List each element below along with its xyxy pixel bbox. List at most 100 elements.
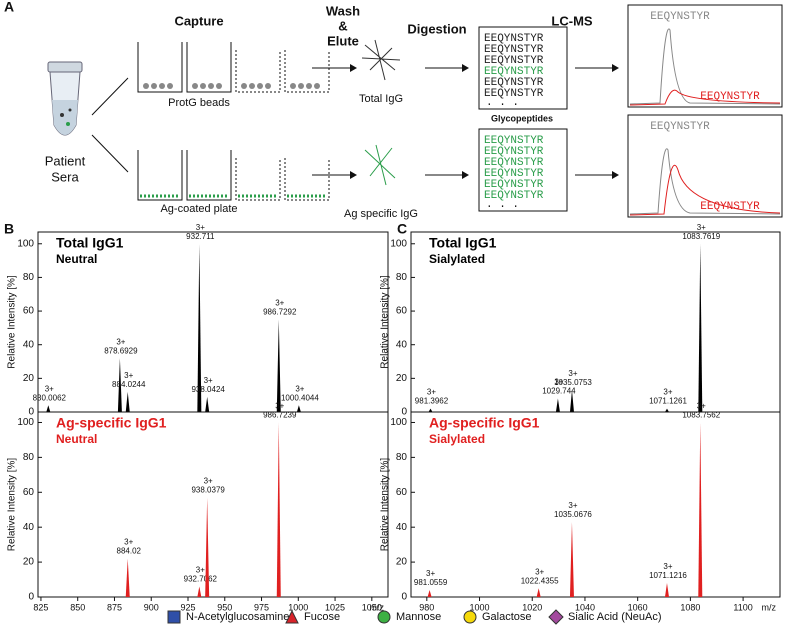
y-axis-label: Relative Intensity [%] — [7, 275, 18, 369]
peptide: EEQYNSTYR — [484, 190, 544, 202]
chromatogram-trace — [629, 164, 781, 216]
peak — [197, 586, 202, 597]
legend-symbol — [285, 609, 299, 624]
legend-symbol — [548, 609, 564, 625]
source-label: Sera — [51, 169, 79, 184]
chromatogram-trace — [629, 89, 781, 106]
peptide: EEQYNSTYR — [484, 135, 544, 147]
y-tick-label: 40 — [396, 339, 408, 350]
peak-charge: 3+ — [568, 501, 577, 510]
chart-subtitle: Neutral — [56, 432, 97, 446]
y-tick-label: 40 — [396, 522, 408, 533]
y-tick-label: 0 — [401, 592, 407, 603]
y-tick-label: 0 — [28, 407, 34, 418]
x-tick-label: 950 — [217, 602, 232, 612]
peak-label: 981.0559 — [414, 578, 448, 587]
chart-title: Ag-specific IgG1 — [56, 415, 167, 431]
step-label: Elute — [327, 33, 359, 48]
y-tick-label: 80 — [23, 452, 35, 463]
tube — [47, 61, 83, 136]
igg-icon — [364, 144, 396, 186]
peptide: EEQYNSTYR — [484, 77, 544, 89]
legend-label: Mannose — [396, 611, 441, 623]
peptide: EEQYNSTYR — [484, 33, 544, 45]
peak-charge: 3+ — [124, 371, 133, 380]
peak — [569, 521, 574, 597]
legend-symbol — [463, 610, 477, 624]
peptide-box — [478, 26, 568, 110]
peak-label: 938.0424 — [191, 385, 225, 394]
trace-label: EEQYNSTYR — [650, 11, 710, 23]
peak-charge: 3+ — [697, 223, 706, 232]
x-tick-label: 1020 — [522, 602, 542, 612]
peak-charge: 3+ — [275, 402, 284, 411]
chromatogram-frame — [627, 114, 783, 218]
igg-label: Total IgG — [359, 93, 403, 105]
peak-label: 1035.0676 — [554, 510, 592, 519]
peak-charge: 3+ — [45, 384, 54, 393]
chart-subtitle: Sialylated — [429, 432, 485, 446]
peak — [555, 398, 560, 412]
peak — [698, 422, 703, 597]
peak — [117, 358, 122, 412]
source-label: Patient — [45, 153, 86, 168]
peak — [205, 396, 210, 412]
peak-label: 878.6929 — [104, 346, 138, 355]
x-axis-label: m/z — [762, 602, 777, 612]
legend-label: Sialic Acid (NeuAc) — [568, 611, 662, 623]
peak-charge: 3+ — [697, 402, 706, 411]
y-tick-label: 100 — [17, 417, 34, 428]
peak-label: 1029.744 — [542, 387, 576, 396]
peak-label: 1035.0753 — [554, 378, 592, 387]
y-tick-label: 60 — [23, 306, 35, 317]
peak — [276, 422, 281, 597]
peak-label: 884.0244 — [112, 380, 146, 389]
legend-label: Galactose — [482, 611, 532, 623]
panel-letter: B — [4, 221, 14, 237]
ellipsis: . . . — [486, 199, 519, 211]
x-tick-label: 825 — [33, 602, 48, 612]
trace-label: EEQYNSTYR — [700, 201, 760, 213]
peak-charge: 3+ — [554, 378, 563, 387]
y-tick-label: 20 — [396, 557, 408, 568]
peak-charge: 3+ — [535, 567, 544, 576]
peak — [125, 391, 130, 412]
panel-letter: C — [397, 221, 407, 237]
peak-label: 986.7292 — [263, 308, 297, 317]
peptide: EEQYNSTYR — [484, 55, 544, 67]
chart-title: Total IgG1 — [429, 235, 497, 251]
x-tick-label: 1040 — [575, 602, 595, 612]
igg-label: Ag specific IgG — [344, 208, 418, 220]
peak — [698, 243, 703, 412]
x-tick-label: 925 — [180, 602, 195, 612]
peptide: EEQYNSTYR — [484, 146, 544, 158]
peak — [46, 405, 51, 412]
peak-charge: 3+ — [427, 388, 436, 397]
trace-label: EEQYNSTYR — [700, 91, 760, 103]
trace-label: EEQYNSTYR — [650, 121, 710, 133]
y-tick-label: 20 — [23, 557, 35, 568]
legend-label: Fucose — [304, 611, 340, 623]
peptide: EEQYNSTYR — [484, 44, 544, 56]
peak-charge: 3+ — [295, 384, 304, 393]
y-tick-label: 100 — [390, 417, 407, 428]
x-tick-label: 900 — [144, 602, 159, 612]
peak-charge: 3+ — [196, 223, 205, 232]
step-label: & — [338, 18, 347, 33]
peak-charge: 3+ — [275, 299, 284, 308]
step-label: Digestion — [407, 21, 466, 36]
peak-charge: 3+ — [568, 369, 577, 378]
peak-label: 1000.4044 — [281, 393, 319, 402]
x-tick-label: 1000 — [288, 602, 308, 612]
peak — [296, 405, 301, 412]
peak — [276, 319, 281, 412]
step-label: Capture — [174, 13, 223, 28]
x-tick-label: 850 — [70, 602, 85, 612]
peak — [536, 588, 541, 597]
peak-label: 1083.7562 — [682, 411, 720, 420]
peak-charge: 3+ — [124, 538, 133, 547]
peptide: EEQYNSTYR — [484, 168, 544, 180]
x-tick-label: 1000 — [470, 602, 490, 612]
peak-charge: 3+ — [196, 566, 205, 575]
y-axis-label: Relative Intensity [%] — [380, 458, 391, 552]
